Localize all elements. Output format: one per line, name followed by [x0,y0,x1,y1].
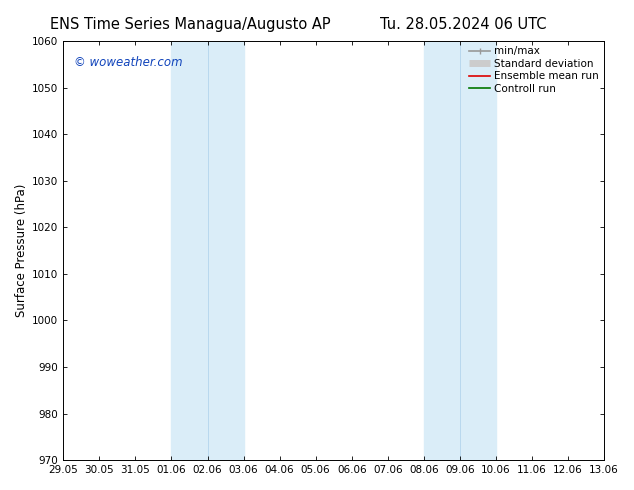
Text: ENS Time Series Managua/Augusto AP: ENS Time Series Managua/Augusto AP [50,17,330,32]
Legend: min/max, Standard deviation, Ensemble mean run, Controll run: min/max, Standard deviation, Ensemble me… [467,44,601,96]
Bar [424,41,496,460]
Title: ENS Time Series Managua/Augusto AP    Tu. 28.05.2024 06 UTC: ENS Time Series Managua/Augusto AP Tu. 2… [0,489,1,490]
Y-axis label: Surface Pressure (hPa): Surface Pressure (hPa) [15,184,28,318]
Bar [171,41,243,460]
Text: Tu. 28.05.2024 06 UTC: Tu. 28.05.2024 06 UTC [380,17,546,32]
Text: © woweather.com: © woweather.com [74,56,183,69]
